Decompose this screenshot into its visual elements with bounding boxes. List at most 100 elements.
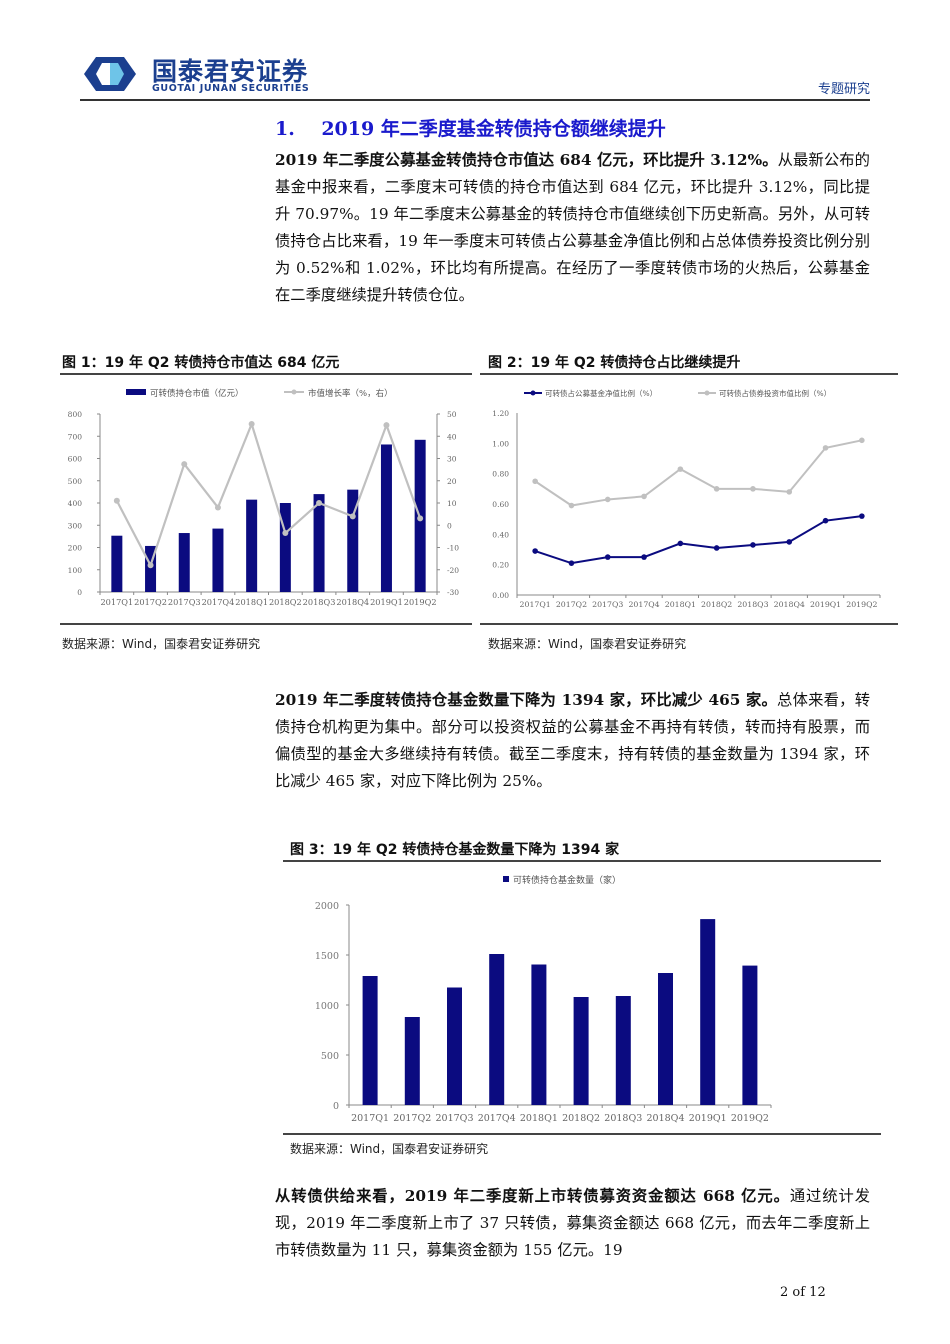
svg-text:10: 10 — [447, 499, 457, 508]
svg-text:2018Q3: 2018Q3 — [737, 600, 768, 609]
figure-2-source: 数据来源：Wind，国泰君安证券研究 — [488, 637, 687, 651]
svg-text:2017Q4: 2017Q4 — [478, 1113, 516, 1124]
figure-1-top-rule — [60, 373, 472, 375]
svg-text:2018Q4: 2018Q4 — [336, 597, 369, 607]
svg-text:可转债持仓市值（亿元）: 可转债持仓市值（亿元） — [150, 388, 244, 399]
svg-text:1000: 1000 — [315, 1001, 339, 1012]
svg-text:2019Q2: 2019Q2 — [404, 597, 437, 607]
section-heading: 1. 2019 年二季度基金转债持仓额继续提升 — [275, 114, 666, 141]
figure-1-legend: 可转债持仓市值（亿元） 市值增长率（%，右） — [126, 388, 393, 399]
figure-2-bottom-rule — [480, 623, 898, 625]
svg-text:2018Q2: 2018Q2 — [269, 597, 302, 607]
svg-text:2018Q2: 2018Q2 — [701, 600, 732, 609]
figure-2-plot: 2017Q1 2017Q2 2017Q3 2017Q4 2018Q1 2018Q2 2018… — [492, 409, 881, 609]
svg-text:2019Q1: 2019Q1 — [370, 597, 403, 607]
svg-text:2017Q3: 2017Q3 — [592, 600, 623, 609]
svg-text:0.80: 0.80 — [492, 470, 509, 479]
figure-3-legend: 可转债持仓基金数量（家） — [503, 874, 621, 886]
svg-text:50: 50 — [447, 410, 457, 419]
svg-text:20: 20 — [447, 477, 457, 486]
figure-3-plot: 2017Q1 2017Q2 2017Q3 2017Q4 2018Q1 2018Q2 2018… — [315, 901, 772, 1124]
page-number: 2 of 12 — [780, 1285, 826, 1300]
svg-text:可转债占公募基金净值比例（%）: 可转债占公募基金净值比例（%） — [545, 388, 657, 398]
paragraph-body: 通过统计发现，2019 年二季度新上市了 37 只转债，募集资金额达 668 亿… — [275, 1187, 870, 1259]
svg-text:400: 400 — [68, 499, 83, 508]
svg-text:2017Q1: 2017Q1 — [351, 1113, 389, 1124]
svg-text:300: 300 — [68, 521, 83, 530]
paragraph-lead: 从转债供给来看，2019 年二季度新上市转债募资资金额达 668 亿元。 — [275, 1187, 790, 1205]
svg-text:0: 0 — [447, 521, 452, 530]
svg-text:2017Q3: 2017Q3 — [168, 597, 201, 607]
svg-text:市值增长率（%，右）: 市值增长率（%，右） — [308, 388, 393, 399]
figure-1-source: 数据来源：Wind，国泰君安证券研究 — [62, 637, 261, 651]
svg-text:2017Q1: 2017Q1 — [520, 600, 551, 609]
figure-2-legend: 可转债占公募基金净值比例（%） 可转债占债券投资市值比例（%） — [524, 388, 831, 398]
logo-text-cn: 国泰君安证券 — [152, 57, 309, 86]
svg-text:2017Q4: 2017Q4 — [628, 600, 659, 609]
svg-text:2018Q3: 2018Q3 — [303, 597, 336, 607]
svg-text:2017Q2: 2017Q2 — [134, 597, 167, 607]
paragraph-lead: 2019 年二季度转债持仓基金数量下降为 1394 家，环比减少 465 家。 — [275, 691, 778, 709]
figure-3-title: 图 3：19 年 Q2 转债持仓基金数量下降为 1394 家 — [290, 842, 620, 858]
svg-text:2019Q1: 2019Q1 — [810, 600, 841, 609]
svg-text:0: 0 — [333, 1101, 339, 1112]
paragraph-1: 2019 年二季度公募基金转债持仓市值达 684 亿元，环比提升 3.12%。从… — [275, 147, 870, 309]
svg-text:500: 500 — [321, 1051, 339, 1062]
svg-text:2017Q4: 2017Q4 — [202, 597, 235, 607]
svg-text:2019Q2: 2019Q2 — [731, 1113, 769, 1124]
svg-text:2018Q1: 2018Q1 — [520, 1113, 558, 1124]
figure-2-top-rule — [480, 373, 898, 375]
svg-text:0.60: 0.60 — [492, 500, 509, 509]
svg-text:2019Q1: 2019Q1 — [689, 1113, 727, 1124]
svg-text:-10: -10 — [447, 544, 459, 553]
svg-text:-20: -20 — [447, 566, 459, 575]
svg-text:500: 500 — [68, 477, 83, 486]
figure-1-plot: 2017Q1 2017Q2 2017Q3 2017Q4 2018Q1 2018Q2 2018… — [68, 410, 460, 607]
svg-text:2018Q1: 2018Q1 — [665, 600, 696, 609]
paragraph-body: 从最新公布的基金中报来看，二季度末可转债的持仓市值达到 684 亿元，环比提升 … — [275, 151, 870, 304]
svg-text:2018Q2: 2018Q2 — [562, 1113, 600, 1124]
figure-2-title: 图 2：19 年 Q2 转债持仓占比继续提升 — [488, 355, 741, 371]
svg-text:2017Q2: 2017Q2 — [556, 600, 587, 609]
svg-text:0.20: 0.20 — [492, 561, 509, 570]
svg-text:0: 0 — [77, 588, 82, 597]
svg-text:-30: -30 — [447, 588, 459, 597]
svg-text:700: 700 — [68, 432, 83, 441]
svg-text:2017Q1: 2017Q1 — [100, 597, 133, 607]
company-logo: 国泰君安证券 GUOTAI JUNAN SECURITIES — [82, 50, 382, 100]
logo-mark-icon — [84, 57, 136, 91]
svg-text:2018Q1: 2018Q1 — [235, 597, 268, 607]
paragraph-lead: 2019 年二季度公募基金转债持仓市值达 684 亿元，环比提升 3.12%。 — [275, 151, 778, 169]
figure-3-source: 数据来源：Wind，国泰君安证券研究 — [290, 1142, 489, 1156]
section-title: 2019 年二季度基金转债持仓额继续提升 — [321, 118, 666, 140]
logo-text-en: GUOTAI JUNAN SECURITIES — [152, 83, 310, 94]
svg-text:2018Q4: 2018Q4 — [774, 600, 805, 609]
section-number: 1. — [275, 118, 295, 140]
svg-text:0.40: 0.40 — [492, 530, 509, 539]
figure-2-chart: 可转债占公募基金净值比例（%） 可转债占债券投资市值比例（%） 2017Q1 20… — [492, 388, 881, 609]
svg-text:可转债占债券投资市值比例（%）: 可转债占债券投资市值比例（%） — [719, 388, 831, 398]
svg-text:2000: 2000 — [315, 901, 339, 912]
svg-text:1.00: 1.00 — [492, 439, 509, 448]
svg-text:可转债持仓基金数量（家）: 可转债持仓基金数量（家） — [513, 874, 621, 886]
figure-3-chart: 可转债持仓基金数量（家） 2017Q1 2017Q2 2017Q3 2017Q4 201… — [315, 874, 772, 1124]
paragraph-body: 总体来看，转债持仓机构更为集中。部分可以投资权益的公募基金不再持有转债，转而持有… — [275, 691, 870, 790]
report-type-tag: 专题研究 — [817, 82, 870, 97]
paragraph-3: 从转债供给来看，2019 年二季度新上市转债募资资金额达 668 亿元。通过统计… — [275, 1183, 870, 1264]
svg-text:0.00: 0.00 — [492, 591, 509, 600]
svg-text:1500: 1500 — [315, 951, 339, 962]
figure-1-title: 图 1：19 年 Q2 转债持仓市值达 684 亿元 — [62, 355, 340, 371]
svg-text:2017Q2: 2017Q2 — [393, 1113, 431, 1124]
figure-3-top-rule — [283, 860, 881, 862]
figure-1-chart: 可转债持仓市值（亿元） 市值增长率（%，右） 2017Q1 2017Q2 2017Q… — [68, 388, 460, 607]
paragraph-2: 2019 年二季度转债持仓基金数量下降为 1394 家，环比减少 465 家。总… — [275, 687, 870, 795]
figure-3-bottom-rule — [283, 1133, 881, 1135]
figure-1-bottom-rule — [60, 623, 472, 625]
svg-text:2018Q4: 2018Q4 — [646, 1113, 684, 1124]
svg-text:800: 800 — [68, 410, 83, 419]
header-divider — [80, 99, 870, 101]
svg-text:40: 40 — [447, 432, 457, 441]
svg-text:600: 600 — [68, 455, 83, 464]
svg-text:30: 30 — [447, 455, 457, 464]
svg-text:1.20: 1.20 — [492, 409, 509, 418]
